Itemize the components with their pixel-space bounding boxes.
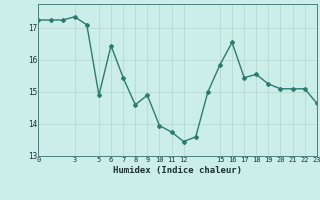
X-axis label: Humidex (Indice chaleur): Humidex (Indice chaleur): [113, 166, 242, 175]
